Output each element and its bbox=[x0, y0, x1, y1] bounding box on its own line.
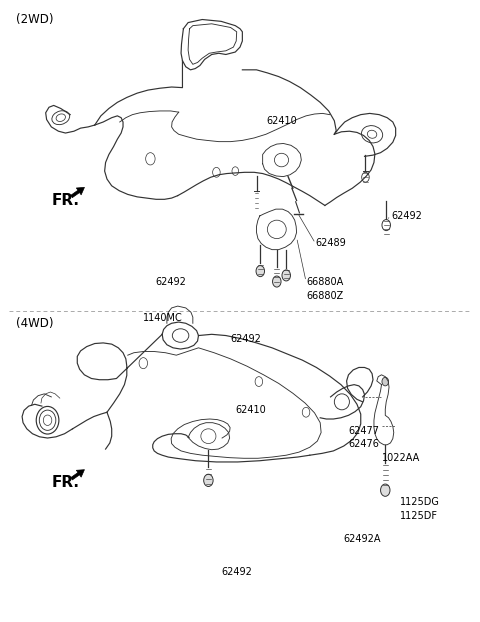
Circle shape bbox=[381, 484, 390, 496]
Text: 1140MC: 1140MC bbox=[144, 313, 183, 323]
Text: 66880Z: 66880Z bbox=[306, 290, 343, 300]
Text: 62476: 62476 bbox=[348, 439, 379, 449]
Text: 62492A: 62492A bbox=[344, 534, 381, 544]
Circle shape bbox=[382, 378, 389, 386]
Text: 1125DF: 1125DF bbox=[400, 511, 438, 521]
Text: 62410: 62410 bbox=[235, 406, 266, 415]
Circle shape bbox=[256, 266, 264, 277]
Text: 1022AA: 1022AA bbox=[382, 453, 420, 463]
Text: 62492: 62492 bbox=[391, 211, 422, 221]
Text: (2WD): (2WD) bbox=[16, 13, 53, 26]
Text: 62492: 62492 bbox=[230, 333, 262, 343]
Text: 66880A: 66880A bbox=[306, 277, 343, 287]
Text: FR.: FR. bbox=[51, 475, 79, 490]
Circle shape bbox=[204, 474, 213, 486]
Text: 1125DG: 1125DG bbox=[400, 498, 440, 508]
Text: 62492: 62492 bbox=[155, 277, 186, 287]
Text: 62410: 62410 bbox=[266, 116, 297, 126]
Text: (4WD): (4WD) bbox=[16, 317, 53, 330]
Circle shape bbox=[282, 270, 290, 281]
Text: 62489: 62489 bbox=[315, 238, 346, 249]
Text: 62492: 62492 bbox=[221, 567, 252, 577]
Text: 62477: 62477 bbox=[348, 425, 380, 435]
Text: FR.: FR. bbox=[51, 193, 79, 208]
Circle shape bbox=[273, 276, 281, 287]
